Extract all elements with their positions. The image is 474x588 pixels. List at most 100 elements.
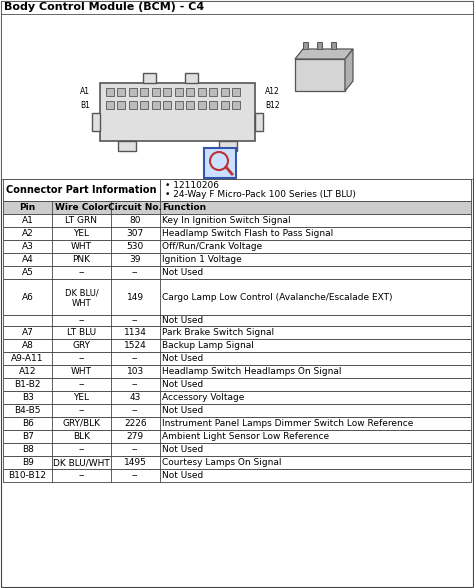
Text: Headlamp Switch Headlamps On Signal: Headlamp Switch Headlamps On Signal xyxy=(162,367,341,376)
Text: 1134: 1134 xyxy=(124,328,146,337)
Bar xyxy=(3,417,471,430)
Bar xyxy=(303,42,308,49)
Bar xyxy=(1,14,473,179)
Bar xyxy=(3,404,471,417)
Text: GRY/BLK: GRY/BLK xyxy=(63,419,100,428)
Bar xyxy=(3,352,471,365)
Text: --: -- xyxy=(78,354,85,363)
Text: --: -- xyxy=(132,380,138,389)
Text: Backup Lamp Signal: Backup Lamp Signal xyxy=(162,341,254,350)
Bar xyxy=(140,101,148,109)
Text: --: -- xyxy=(78,268,85,277)
Bar xyxy=(3,430,471,443)
Bar xyxy=(3,266,471,279)
Text: Headlamp Switch Flash to Pass Signal: Headlamp Switch Flash to Pass Signal xyxy=(162,229,333,238)
Text: DK BLU/WHT: DK BLU/WHT xyxy=(53,458,110,467)
Text: Ambient Light Sensor Low Reference: Ambient Light Sensor Low Reference xyxy=(162,432,329,441)
Text: Not Used: Not Used xyxy=(162,380,203,389)
Bar xyxy=(1,1,473,14)
Bar xyxy=(185,73,198,83)
Bar xyxy=(3,378,471,391)
Text: --: -- xyxy=(132,268,138,277)
Bar xyxy=(106,88,114,96)
Bar xyxy=(129,88,137,96)
Bar xyxy=(204,148,236,178)
Text: PNK: PNK xyxy=(73,255,91,264)
Text: Key In Ignition Switch Signal: Key In Ignition Switch Signal xyxy=(162,216,291,225)
Text: Connector Part Information: Connector Part Information xyxy=(6,185,156,195)
Text: B8: B8 xyxy=(22,445,34,454)
Bar xyxy=(198,101,206,109)
Bar xyxy=(331,42,336,49)
Text: WHT: WHT xyxy=(71,367,92,376)
Bar xyxy=(3,443,471,456)
Text: B1-B2: B1-B2 xyxy=(14,380,41,389)
Bar xyxy=(118,101,126,109)
Text: B12: B12 xyxy=(265,101,280,109)
Bar xyxy=(118,141,136,151)
Text: • 24-Way F Micro-Pack 100 Series (LT BLU): • 24-Way F Micro-Pack 100 Series (LT BLU… xyxy=(165,191,356,199)
Text: A7: A7 xyxy=(22,328,34,337)
Text: • 12110206: • 12110206 xyxy=(165,181,219,190)
Text: --: -- xyxy=(78,471,85,480)
Text: WHT: WHT xyxy=(71,242,92,251)
Text: Function: Function xyxy=(162,203,206,212)
Bar xyxy=(233,101,240,109)
Text: 149: 149 xyxy=(127,292,144,302)
Bar xyxy=(233,88,240,96)
Bar xyxy=(175,88,183,96)
Text: YEL: YEL xyxy=(73,229,90,238)
Text: --: -- xyxy=(78,445,85,454)
Text: Instrument Panel Lamps Dimmer Switch Low Reference: Instrument Panel Lamps Dimmer Switch Low… xyxy=(162,419,413,428)
Text: DK BLU/: DK BLU/ xyxy=(64,288,98,297)
Text: --: -- xyxy=(132,445,138,454)
Text: Accessory Voltage: Accessory Voltage xyxy=(162,393,244,402)
Text: Body Control Module (BCM) - C4: Body Control Module (BCM) - C4 xyxy=(4,2,204,12)
Text: A8: A8 xyxy=(22,341,34,350)
Text: 39: 39 xyxy=(129,255,141,264)
Bar xyxy=(255,113,263,131)
Bar xyxy=(210,101,218,109)
Bar xyxy=(3,315,471,326)
Bar xyxy=(295,59,345,91)
Bar xyxy=(3,339,471,352)
Text: Not Used: Not Used xyxy=(162,406,203,415)
Bar xyxy=(3,240,471,253)
Text: Park Brake Switch Signal: Park Brake Switch Signal xyxy=(162,328,274,337)
Bar xyxy=(221,88,229,96)
Text: Not Used: Not Used xyxy=(162,268,203,277)
Text: Ignition 1 Voltage: Ignition 1 Voltage xyxy=(162,255,242,264)
Bar xyxy=(186,101,194,109)
Text: --: -- xyxy=(132,471,138,480)
Bar xyxy=(186,88,194,96)
Bar xyxy=(3,469,471,482)
Text: LT GRN: LT GRN xyxy=(65,216,97,225)
Text: Wire Color: Wire Color xyxy=(55,203,108,212)
Bar xyxy=(164,88,172,96)
Text: LT BLU: LT BLU xyxy=(67,328,96,337)
Text: A4: A4 xyxy=(22,255,34,264)
Text: Off/Run/Crank Voltage: Off/Run/Crank Voltage xyxy=(162,242,262,251)
Text: --: -- xyxy=(132,406,138,415)
Bar xyxy=(164,101,172,109)
Bar xyxy=(3,179,160,201)
Bar xyxy=(219,141,237,151)
Bar xyxy=(118,88,126,96)
Text: B1: B1 xyxy=(80,101,90,109)
Bar xyxy=(152,101,160,109)
Text: Circuit No.: Circuit No. xyxy=(108,203,162,212)
Text: A5: A5 xyxy=(22,268,34,277)
Text: --: -- xyxy=(78,406,85,415)
Bar xyxy=(129,101,137,109)
Text: B6: B6 xyxy=(22,419,34,428)
Text: 1524: 1524 xyxy=(124,341,146,350)
Text: 80: 80 xyxy=(129,216,141,225)
Text: A3: A3 xyxy=(22,242,34,251)
Bar xyxy=(3,365,471,378)
Text: 1495: 1495 xyxy=(124,458,146,467)
Bar xyxy=(106,101,114,109)
Text: --: -- xyxy=(78,316,85,325)
Text: A12: A12 xyxy=(265,88,280,96)
Bar xyxy=(3,214,471,227)
Text: 43: 43 xyxy=(129,393,141,402)
